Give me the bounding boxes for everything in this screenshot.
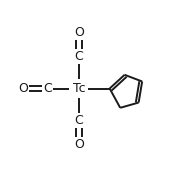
Text: C: C xyxy=(74,50,83,63)
Text: O: O xyxy=(74,26,84,39)
Text: O: O xyxy=(18,82,28,95)
Text: O: O xyxy=(74,138,84,151)
Text: Tc: Tc xyxy=(73,82,85,95)
Text: C: C xyxy=(43,82,52,95)
Text: C: C xyxy=(74,114,83,127)
